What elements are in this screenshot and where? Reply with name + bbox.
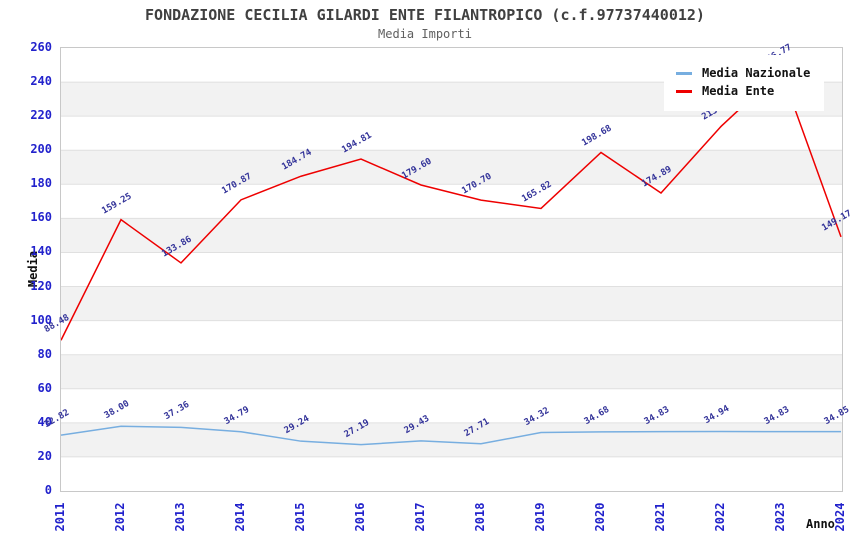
x-tick-label: 2019 xyxy=(533,502,547,532)
y-tick-label: 80 xyxy=(37,346,52,361)
y-tick-label: 120 xyxy=(30,278,52,293)
plot-area xyxy=(60,47,843,492)
legend: Media Nazionale Media Ente xyxy=(664,55,825,111)
y-tick-label: 0 xyxy=(44,483,52,497)
x-tick-label: 2014 xyxy=(233,502,247,532)
y-tick-label: 60 xyxy=(37,380,52,395)
y-tick-label: 200 xyxy=(30,142,52,157)
x-axis-title: Anno xyxy=(806,517,835,531)
plot-canvas xyxy=(61,69,842,458)
series-line-0 xyxy=(61,425,842,446)
y-tick-label: 240 xyxy=(30,74,52,89)
series-line-1 xyxy=(61,69,842,341)
x-tick-label: 2020 xyxy=(593,502,607,532)
legend-item-media-nazionale: Media Nazionale xyxy=(676,66,810,80)
legend-swatch-media-nazionale xyxy=(676,71,692,75)
x-tick-label: 2018 xyxy=(473,502,487,532)
x-tick-label: 2013 xyxy=(173,502,187,532)
legend-swatch-media-ente xyxy=(676,89,692,93)
x-tick-label: 2023 xyxy=(773,502,787,532)
x-tick-label: 2024 xyxy=(833,502,847,532)
background-band xyxy=(61,354,842,389)
x-tick-label: 2021 xyxy=(653,502,667,532)
x-tick-label: 2015 xyxy=(293,502,307,532)
legend-item-media-ente: Media Ente xyxy=(676,84,810,98)
background-band xyxy=(61,150,842,185)
x-tick-label: 2017 xyxy=(413,502,427,532)
y-tick-label: 100 xyxy=(30,312,52,327)
x-tick-label: 2016 xyxy=(353,502,367,532)
y-tick-label: 40 xyxy=(37,414,52,429)
legend-label-media-ente: Media Ente xyxy=(702,84,775,98)
chart-title: FONDAZIONE CECILIA GILARDI ENTE FILANTRO… xyxy=(145,6,705,24)
legend-label-media-nazionale: Media Nazionale xyxy=(702,66,811,80)
y-tick-label: 260 xyxy=(30,40,52,54)
y-tick-label: 220 xyxy=(30,108,52,123)
y-tick-label: 20 xyxy=(37,448,52,463)
chart-subtitle: Media Importi xyxy=(378,27,472,41)
x-tick-label: 2022 xyxy=(713,502,727,532)
background-band xyxy=(61,286,842,321)
x-tick-label: 2012 xyxy=(113,502,127,532)
y-tick-label: 160 xyxy=(30,210,52,225)
y-tick-label: 180 xyxy=(30,176,52,191)
background-band xyxy=(61,218,842,253)
x-tick-label: 2011 xyxy=(53,502,67,532)
y-tick-label: 140 xyxy=(30,244,52,259)
